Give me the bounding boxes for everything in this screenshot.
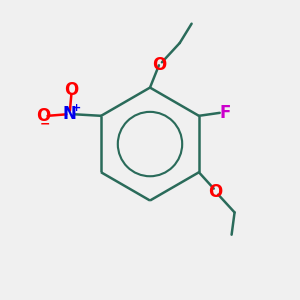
Text: −: −	[39, 118, 50, 130]
Text: F: F	[220, 104, 231, 122]
Text: O: O	[208, 183, 222, 201]
Text: O: O	[152, 56, 166, 74]
Text: O: O	[36, 107, 50, 125]
Text: N: N	[63, 105, 77, 123]
Text: +: +	[72, 103, 81, 113]
Text: O: O	[64, 81, 79, 99]
